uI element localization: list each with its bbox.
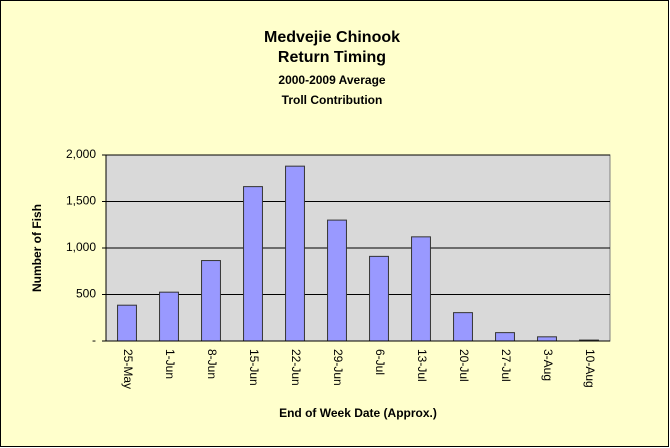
x-tick-label: 6-Jul — [373, 349, 387, 375]
y-tick-label: - — [92, 333, 96, 347]
y-tick-label: 2,000 — [66, 147, 96, 161]
x-tick-label: 22-Jun — [289, 349, 303, 386]
bar — [369, 255, 389, 342]
bar — [159, 291, 179, 342]
bar — [453, 312, 473, 342]
x-tick-label: 3-Aug — [541, 349, 555, 381]
chart-subtitle: Troll Contribution — [282, 93, 383, 107]
x-tick-label: 25-May — [121, 349, 135, 389]
chart-title: Medvejie Chinook — [264, 29, 400, 46]
x-tick-label: 10-Aug — [583, 349, 597, 388]
chart-title: Return Timing — [278, 49, 386, 66]
bar — [243, 186, 263, 342]
bar — [327, 219, 347, 342]
bar — [495, 332, 515, 342]
x-tick-label: 13-Jul — [415, 349, 429, 382]
y-axis-label: Number of Fish — [30, 204, 44, 292]
x-tick-label: 15-Jun — [247, 349, 261, 386]
bar — [411, 236, 431, 342]
x-tick-label: 29-Jun — [331, 349, 345, 386]
y-tick-label: 1,500 — [66, 194, 96, 208]
bar — [285, 165, 305, 342]
x-tick-label: 27-Jul — [499, 349, 513, 382]
bar — [537, 336, 557, 342]
x-tick-label: 1-Jun — [163, 349, 177, 379]
x-axis-label: End of Week Date (Approx.) — [279, 406, 437, 420]
chart-subtitle: 2000-2009 Average — [278, 73, 386, 87]
x-tick-label: 20-Jul — [457, 349, 471, 382]
bar — [201, 260, 221, 342]
y-tick-label: 1,000 — [66, 240, 96, 254]
y-tick-label: 500 — [76, 287, 96, 301]
bar — [117, 304, 137, 342]
x-tick-label: 8-Jun — [205, 349, 219, 379]
